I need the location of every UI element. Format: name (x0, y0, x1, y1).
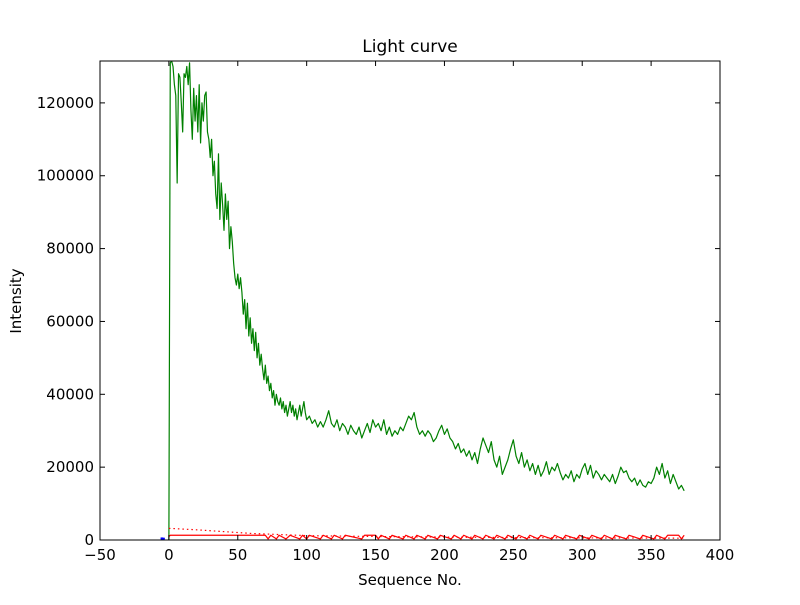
x-tick-label: 350 (637, 546, 666, 564)
y-tick-label: 80000 (46, 240, 94, 258)
x-tick-label: 0 (164, 546, 174, 564)
x-tick-label: 100 (292, 546, 321, 564)
x-tick-label: 200 (430, 546, 459, 564)
x-tick-label: 50 (228, 546, 247, 564)
y-tick-label: 40000 (46, 385, 94, 403)
y-tick-label: 0 (84, 531, 94, 549)
y-tick-label: 100000 (37, 167, 94, 185)
x-tick-label: 150 (361, 546, 390, 564)
chart-title: Light curve (362, 37, 457, 57)
x-tick-label: 400 (706, 546, 735, 564)
y-tick-label: 60000 (46, 312, 94, 330)
x-axis-label: Sequence No. (358, 571, 462, 589)
x-tick-label: 300 (568, 546, 597, 564)
y-tick-label: 120000 (37, 94, 94, 112)
x-tick-label: 250 (499, 546, 528, 564)
y-tick-label: 20000 (46, 458, 94, 476)
y-axis-label: Intensity (7, 268, 25, 333)
